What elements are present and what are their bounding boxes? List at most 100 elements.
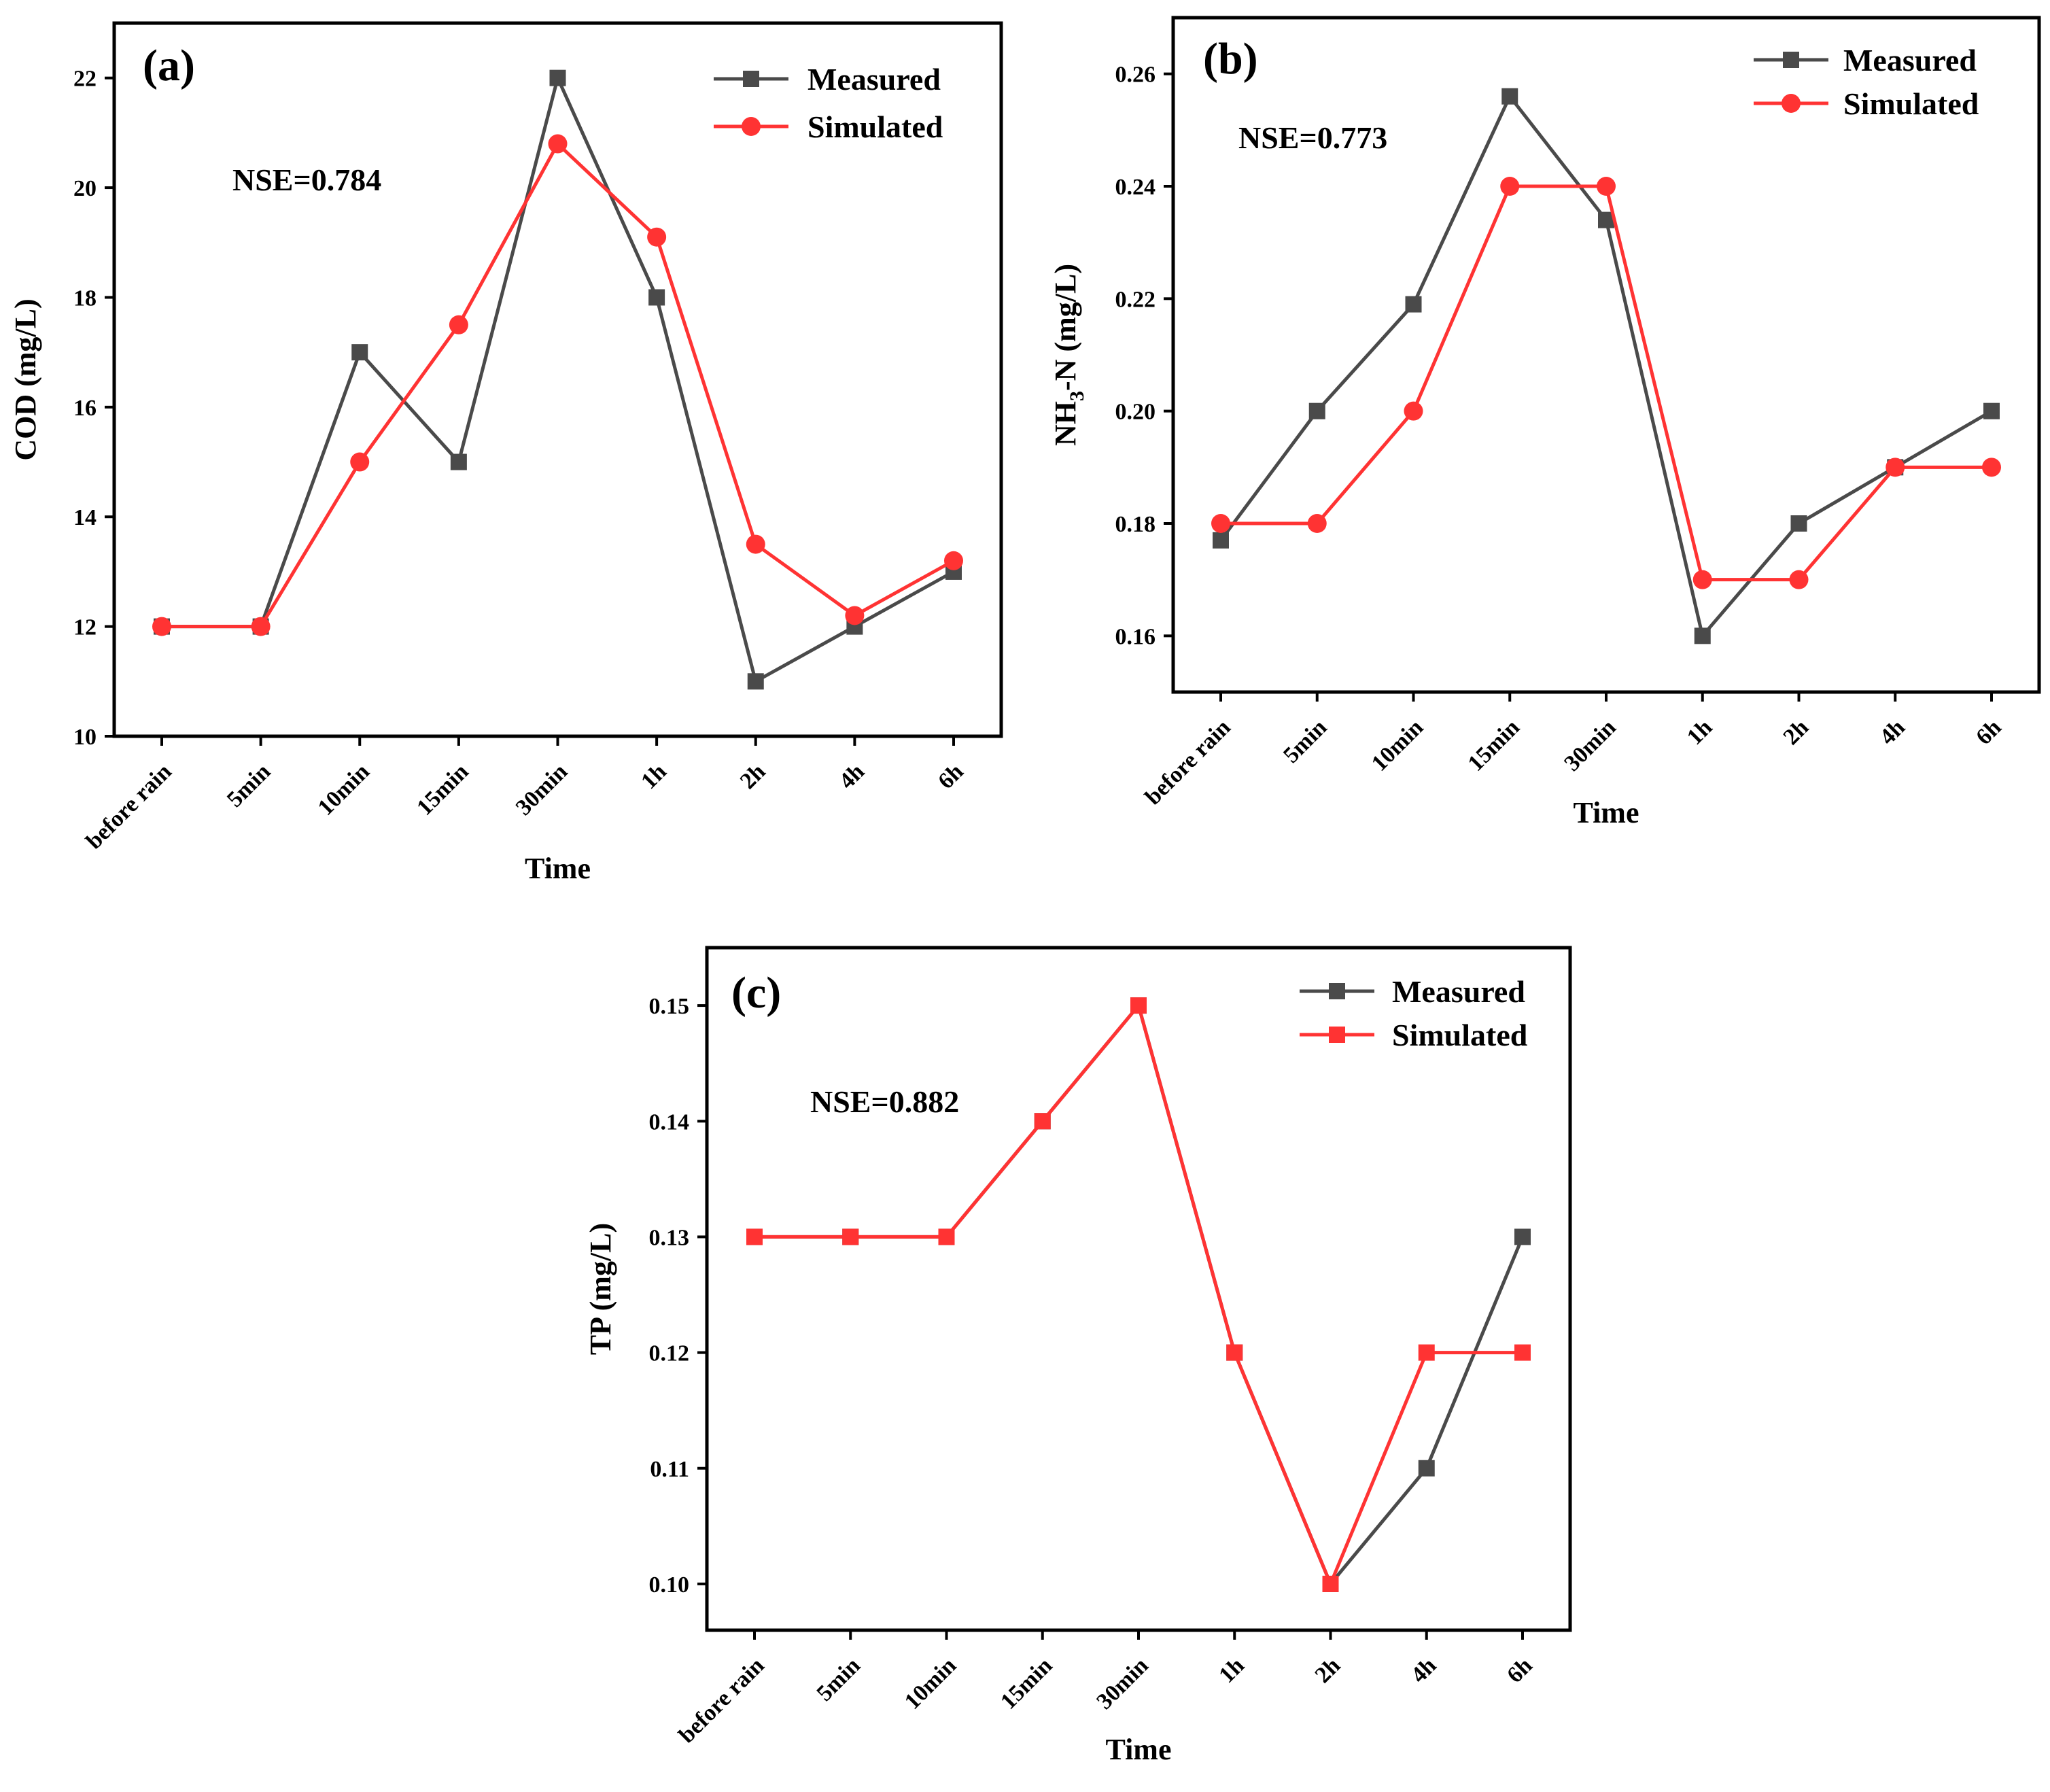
x-tick-label: 2h bbox=[1310, 1653, 1346, 1688]
data-point bbox=[1500, 177, 1520, 196]
legend-marker bbox=[742, 117, 761, 136]
y-axis-title: NH3-N (mg/L) bbox=[1049, 264, 1088, 446]
x-tick-label: 5min bbox=[222, 759, 275, 812]
chart-panel-c: 0.10 0.11 0.12 0.13 0.14 0.15 before rain 5min 1… bbox=[584, 946, 1572, 1766]
y-tick-label: 12 bbox=[73, 615, 97, 640]
series-line bbox=[162, 142, 955, 629]
x-tick-label: 30min bbox=[1559, 714, 1620, 776]
data-point bbox=[1418, 1344, 1435, 1361]
data-point bbox=[746, 1228, 763, 1245]
legend: Measured Simulated bbox=[714, 62, 943, 144]
data-point bbox=[842, 1228, 859, 1245]
y-axis-title: TP (mg/L) bbox=[584, 1223, 617, 1355]
x-tick-label: 6h bbox=[1971, 714, 2006, 750]
data-point bbox=[747, 673, 764, 690]
legend-marker bbox=[743, 71, 759, 87]
data-point bbox=[351, 344, 368, 361]
legend-label: Measured bbox=[1843, 43, 1977, 77]
nse-annotation: NSE=0.784 bbox=[232, 162, 381, 197]
data-point bbox=[450, 453, 467, 470]
x-axis-title: Time bbox=[1574, 796, 1639, 829]
x-tick-label: 1h bbox=[636, 759, 672, 794]
x-tick-label: 4h bbox=[1406, 1653, 1442, 1688]
data-point bbox=[944, 551, 963, 570]
x-axis-title: Time bbox=[525, 852, 591, 885]
series-simulated bbox=[1211, 177, 2001, 589]
series-simulated bbox=[152, 134, 963, 636]
data-point bbox=[938, 1228, 955, 1245]
legend: Measured Simulated bbox=[1300, 974, 1528, 1052]
data-point bbox=[548, 134, 568, 154]
data-point bbox=[1597, 177, 1616, 196]
x-tick-label: 5min bbox=[1279, 714, 1332, 768]
y-tick-label: 0.18 bbox=[1115, 512, 1156, 537]
data-point bbox=[1130, 997, 1147, 1014]
data-point bbox=[746, 534, 765, 554]
legend-marker bbox=[1783, 52, 1799, 68]
legend-marker bbox=[1782, 94, 1801, 113]
data-point bbox=[449, 315, 468, 334]
data-point bbox=[1886, 458, 1905, 477]
data-point bbox=[1034, 1113, 1051, 1130]
data-point bbox=[1404, 401, 1423, 421]
data-point bbox=[647, 227, 667, 247]
y-axis-title: COD (mg/L) bbox=[9, 298, 42, 460]
panel-label: (b) bbox=[1203, 34, 1258, 84]
x-tick-label: 15min bbox=[1463, 714, 1525, 776]
y-tick-label: 16 bbox=[73, 396, 97, 421]
series-measured bbox=[1213, 88, 2000, 644]
data-point bbox=[1226, 1344, 1243, 1361]
x-tick-label: 15min bbox=[412, 759, 473, 820]
data-point bbox=[1405, 296, 1422, 313]
y-tick-label: 0.16 bbox=[1115, 624, 1156, 649]
x-tick-label: 2h bbox=[1779, 714, 1814, 750]
legend: Measured Simulated bbox=[1754, 43, 1979, 121]
chart-panel-a: 10 12 14 16 18 20 22 before rain 5min 10min 15min 3… bbox=[9, 21, 1003, 885]
x-tick-label: 6h bbox=[933, 759, 969, 794]
data-point bbox=[648, 289, 665, 306]
x-tick-label: 10min bbox=[313, 759, 375, 820]
y-tick-label: 0.15 bbox=[649, 994, 690, 1019]
nse-annotation: NSE=0.773 bbox=[1238, 120, 1387, 155]
x-axis-title: Time bbox=[1106, 1733, 1172, 1766]
legend-label: Simulated bbox=[1392, 1018, 1528, 1052]
legend-marker bbox=[1329, 1027, 1345, 1043]
x-tick-label: before rain bbox=[82, 759, 177, 854]
series-line bbox=[1221, 184, 1992, 582]
y-tick-label: 0.24 bbox=[1115, 175, 1156, 200]
legend-label: Measured bbox=[1392, 974, 1525, 1009]
data-point bbox=[1514, 1228, 1531, 1245]
x-tick-label: 4h bbox=[834, 759, 869, 794]
y-tick-label: 0.11 bbox=[650, 1457, 689, 1482]
x-tick-label: 1h bbox=[1682, 714, 1718, 750]
data-point bbox=[1692, 570, 1712, 589]
data-point bbox=[1982, 458, 2001, 477]
y-tick-label: 18 bbox=[73, 286, 97, 311]
y-tick-label: 22 bbox=[73, 67, 97, 92]
x-tick-label: 30min bbox=[511, 759, 572, 820]
data-point bbox=[1789, 570, 1809, 589]
panel-label: (c) bbox=[731, 968, 781, 1018]
data-point bbox=[1790, 515, 1807, 532]
legend-label: Simulated bbox=[807, 109, 943, 144]
y-tick-label: 0.13 bbox=[649, 1225, 690, 1250]
chart-panel-b: 0.16 0.18 0.20 0.22 0.24 0.26 before rain 5min 1… bbox=[1049, 16, 2041, 829]
x-tick-label: before rain bbox=[1141, 714, 1236, 810]
x-tick-label: 30min bbox=[1092, 1653, 1153, 1714]
y-tick-label: 0.22 bbox=[1115, 287, 1156, 312]
y-tick-label: 0.14 bbox=[649, 1109, 690, 1135]
data-point bbox=[1983, 402, 2000, 419]
data-point bbox=[1514, 1344, 1531, 1361]
y-tick-label: 20 bbox=[73, 176, 97, 201]
data-point bbox=[1211, 514, 1230, 533]
data-point bbox=[1501, 88, 1518, 105]
x-tick-label: 2h bbox=[735, 759, 771, 794]
x-tick-label: 4h bbox=[1875, 714, 1910, 750]
legend-marker bbox=[1329, 983, 1345, 999]
nse-annotation: NSE=0.882 bbox=[810, 1084, 959, 1119]
series-simulated bbox=[746, 997, 1531, 1592]
data-point bbox=[152, 617, 171, 636]
data-point bbox=[845, 606, 865, 625]
x-tick-label: 15min bbox=[996, 1653, 1057, 1714]
